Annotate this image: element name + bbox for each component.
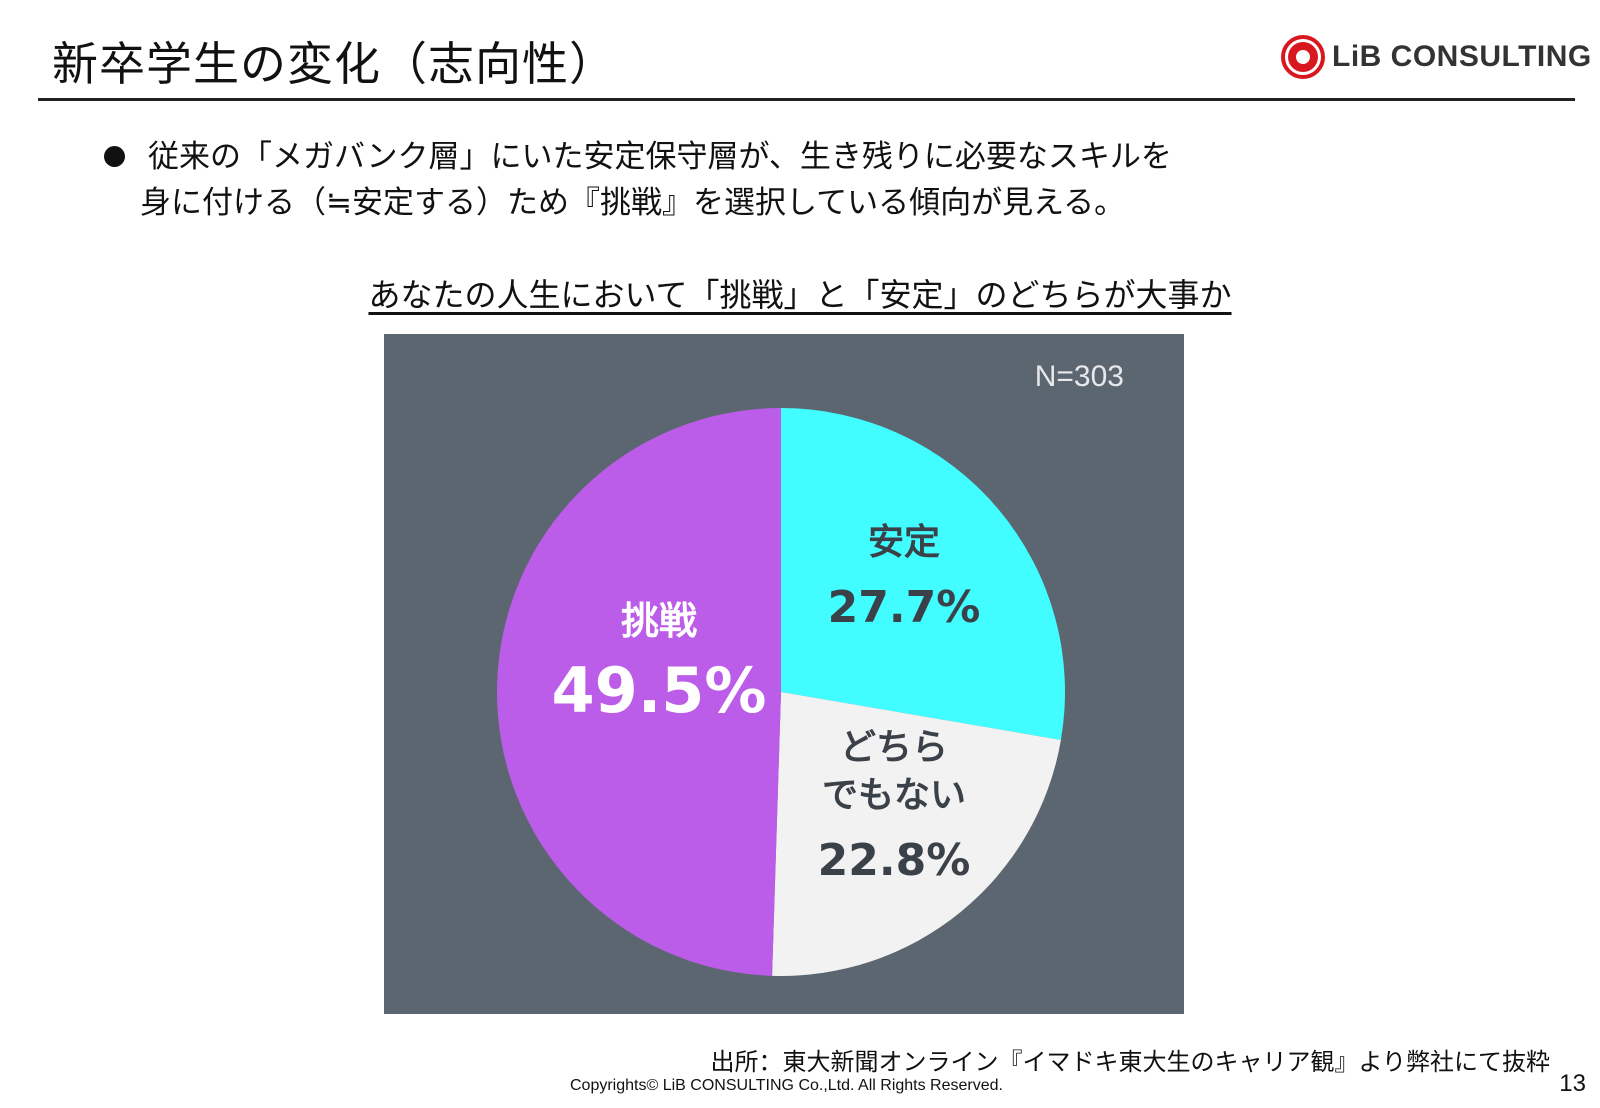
slice-label-challenge: 挑戦 xyxy=(621,599,697,643)
chart-title-text: あなたの人生において「挑戦」と「安定」のどちらが大事か xyxy=(368,276,1232,314)
company-logo: LiB CONSULTING xyxy=(1280,34,1592,80)
slice-value-stable: 27.7% xyxy=(828,582,981,633)
copyright-notice: Copyrights© LiB CONSULTING Co.,Ltd. All … xyxy=(570,1077,1003,1094)
page-number: 13 xyxy=(1559,1070,1586,1097)
slice-value-challenge: 49.5% xyxy=(551,654,766,727)
bullet-line-2: 身に付ける（≒安定する）ため『挑戦』を選択している傾向が見える。 xyxy=(140,185,1126,221)
slice-label-stable: 安定 xyxy=(868,522,940,563)
pie-slice-challenge xyxy=(497,408,781,976)
title-divider xyxy=(38,98,1575,101)
slide-title: 新卒学生の変化（志向性） xyxy=(52,37,616,91)
pie-slice-neither xyxy=(772,692,1061,976)
bullet-line-1: 従来の「メガバンク層」にいた安定保守層が、生き残りに必要なスキルを xyxy=(148,139,1172,175)
logo-text: LiB CONSULTING xyxy=(1332,40,1592,73)
slice-value-neither: 22.8% xyxy=(818,835,971,886)
source-note: 出所：東大新聞オンライン『イマドキ東大生のキャリア観』より弊社にて抜粋 xyxy=(710,1048,1550,1076)
chart-panel: N=303 安定 27.7% どちらでもない 22.8% 挑戦 49.5% xyxy=(384,334,1184,1014)
swirl-logo-icon xyxy=(1281,35,1325,79)
sample-size-label: N=303 xyxy=(1034,360,1124,393)
slice-label-neither-2: でもない xyxy=(822,775,966,816)
bullet-dot-icon xyxy=(104,146,125,167)
slice-label-neither-1: どちら xyxy=(840,727,948,768)
pie-slice-stable xyxy=(781,408,1065,740)
bullet-point: 従来の「メガバンク層」にいた安定保守層が、生き残りに必要なスキルを 身に付ける（… xyxy=(104,134,1504,226)
chart-title: あなたの人生において「挑戦」と「安定」のどちらが大事か xyxy=(0,270,1600,316)
